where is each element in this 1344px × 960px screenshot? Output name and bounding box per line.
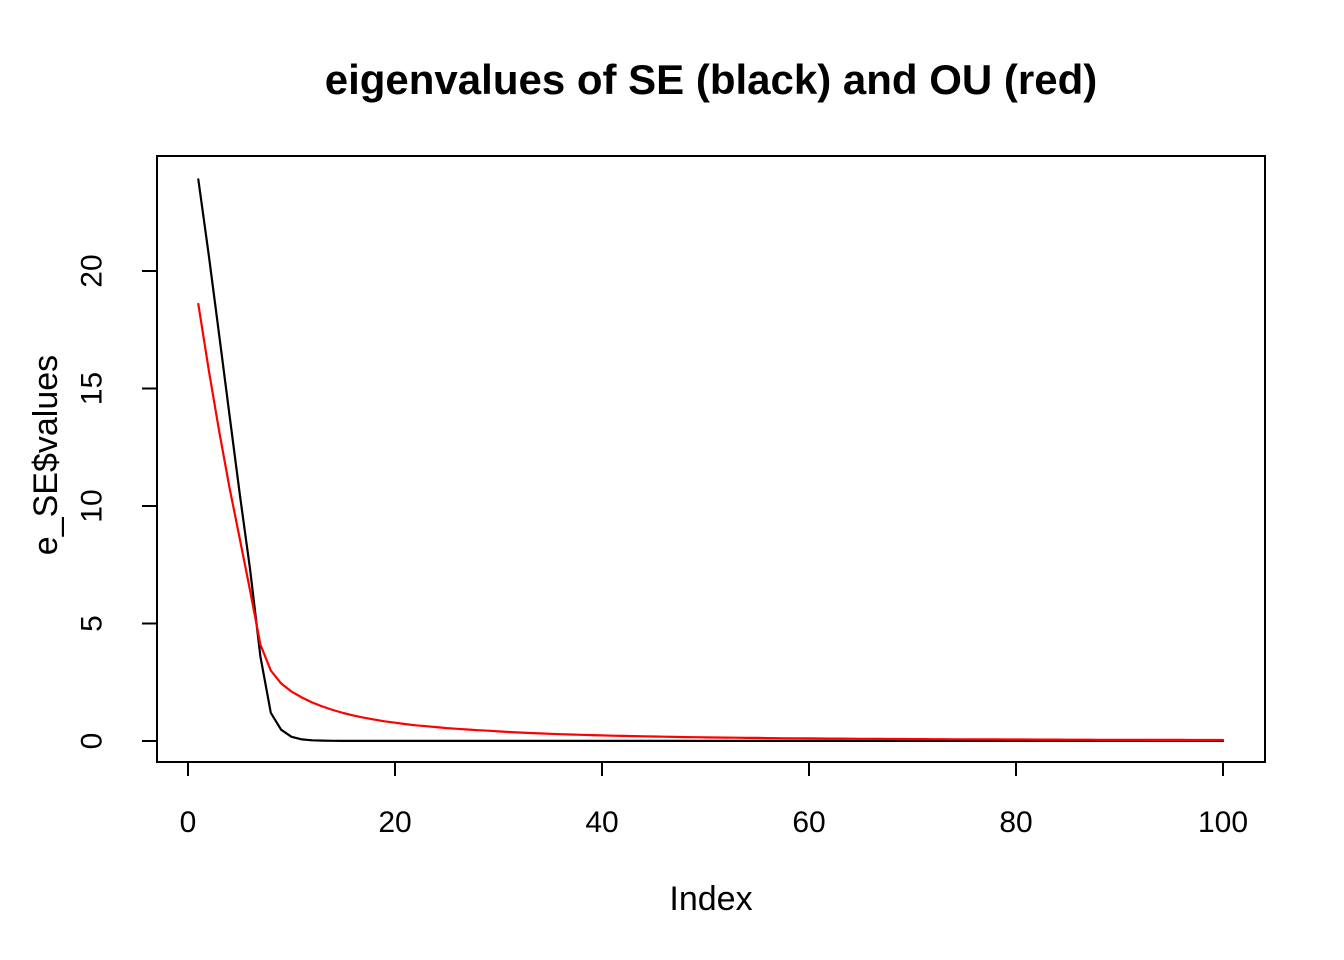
series-line-se <box>197 178 1225 743</box>
y-tick-label: 20 <box>76 254 109 287</box>
x-tick-label: 100 <box>1198 806 1248 839</box>
x-tick-label: 40 <box>585 806 618 839</box>
y-tick-label: 0 <box>76 733 109 750</box>
y-tick-label: 15 <box>76 372 109 405</box>
x-tick-label: 0 <box>180 806 197 839</box>
chart-title: eigenvalues of SE (black) and OU (red) <box>324 56 1098 103</box>
y-axis-label: e_SE$values <box>27 354 65 556</box>
x-tick-label: 20 <box>378 806 411 839</box>
series-line-ou <box>197 302 1225 742</box>
x-tick-label: 60 <box>792 806 825 839</box>
y-axis-ticks: 0 5 10 15 20 <box>76 254 157 750</box>
x-tick-label: 80 <box>999 806 1032 839</box>
x-axis-ticks: 0 20 40 60 80 100 <box>180 762 1248 839</box>
series-lines <box>197 178 1225 743</box>
plot-box <box>156 155 1266 763</box>
x-axis-label: Index <box>669 880 753 918</box>
y-tick-label: 5 <box>76 615 109 632</box>
y-tick-label: 10 <box>76 489 109 522</box>
